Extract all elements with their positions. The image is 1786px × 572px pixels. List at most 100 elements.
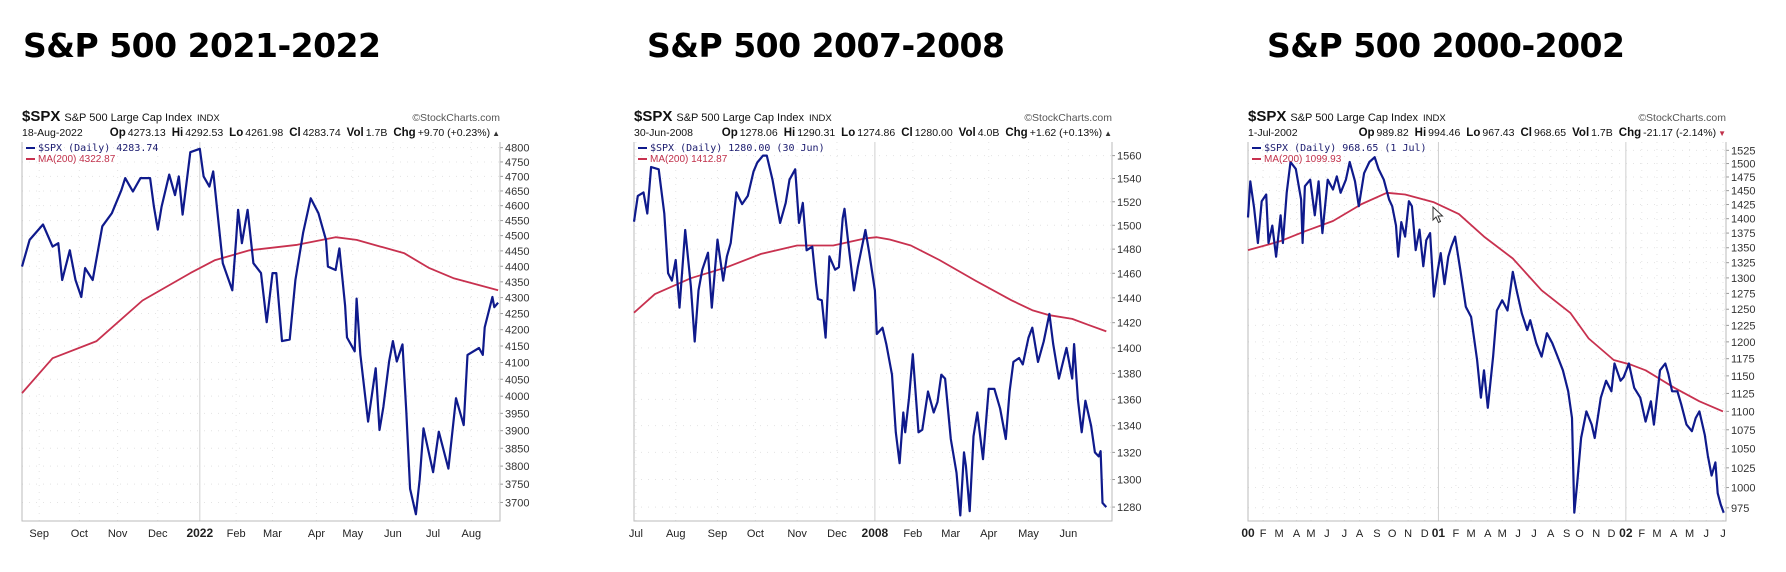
legend-price: $SPX (Daily) 968.65 (1 Jul) [1264, 143, 1427, 154]
y-tick-label: 1460 [1117, 268, 1141, 280]
x-tick-label: O [1388, 528, 1397, 540]
x-tick-label: M [1466, 528, 1475, 540]
price-legend-swatch [638, 147, 647, 149]
y-tick-label: 1475 [1731, 172, 1755, 184]
x-tick-label: Dec [148, 528, 168, 540]
price-line [20, 147, 499, 516]
vol-value: 1.7B [1591, 127, 1613, 139]
price-line [632, 154, 1108, 517]
lo-label: Lo [229, 127, 244, 139]
x-tick-label: A [1670, 528, 1678, 540]
stock-chart-panel-3: $SPX S&P 500 Large Cap Index INDX ©StockCh… [1241, 108, 1755, 548]
copyright-label: ©StockCharts.com [412, 112, 500, 124]
plot-frame [633, 142, 1113, 522]
plot-area [1248, 142, 1726, 521]
exchange-label: INDX [808, 113, 832, 124]
y-tick-label: 1000 [1731, 483, 1755, 495]
y-tick-label: 3750 [505, 479, 529, 491]
y-tick-label: 1480 [1117, 244, 1141, 256]
x-tick-label: May [1018, 528, 1039, 540]
lo-value: 1274.86 [857, 127, 896, 139]
x-tick-label: Aug [666, 528, 686, 540]
y-tick-label: 1225 [1731, 320, 1755, 332]
ticker-symbol: $SPX [1248, 108, 1287, 125]
y-tick-label: 4550 [505, 216, 529, 228]
x-tick-label: D [1607, 528, 1615, 540]
x-tick-label: N [1592, 528, 1600, 540]
hi-value: 1290.31 [797, 127, 836, 139]
x-tick-label: 00 [1241, 526, 1255, 540]
chart-legend: $SPX (Daily) 1280.00 (30 Jun) MA(200) 14… [638, 143, 825, 165]
y-tick-label: 3700 [505, 497, 529, 509]
y-tick-label: 1540 [1117, 174, 1141, 186]
legend-ma: MA(200) 1412.87 [650, 154, 728, 165]
x-tick-label: Nov [108, 528, 128, 540]
chg-value: +1.62 (+0.13%) [1029, 127, 1103, 139]
quote-line: 1-Jul-2002 Op 989.82 Hi 994.46 Lo 967.43 Cl 968… [1248, 127, 1726, 141]
ma-legend-swatch [26, 158, 35, 161]
op-label: Op [1358, 127, 1375, 139]
y-tick-label: 1050 [1731, 444, 1755, 456]
ma-legend-swatch [638, 158, 647, 161]
x-tick-label: Sep [708, 528, 728, 540]
y-tick-label: 1200 [1731, 337, 1755, 349]
mouse-cursor-icon [1432, 206, 1444, 224]
y-tick-label: 1300 [1731, 273, 1755, 285]
op-value: 989.82 [1376, 127, 1409, 139]
plot-area [634, 142, 1112, 521]
chart-title-2007-2008: S&P 500 2007-2008 [647, 26, 1005, 65]
ticker-symbol: $SPX [634, 108, 673, 125]
quote-line: 30-Jun-2008 Op 1278.06 Hi 1290.31 Lo 1274.86 C… [634, 127, 1112, 141]
chart-legend: $SPX (Daily) 968.65 (1 Jul) MA(200) 1099… [1252, 143, 1427, 165]
ma-legend-swatch [1252, 158, 1261, 161]
y-tick-label: 4200 [505, 325, 529, 337]
x-tick-label: Aug [462, 528, 482, 540]
y-tick-label: 4150 [505, 341, 529, 353]
x-tick-label: Mar [941, 528, 960, 540]
y-tick-label: 4450 [505, 246, 529, 258]
op-value: 4273.13 [127, 127, 166, 139]
x-tick-label: F [1453, 528, 1460, 540]
x-tick-label: J [1324, 528, 1330, 540]
chart-title-2000-2002: S&P 500 2000-2002 [1267, 26, 1625, 65]
vol-value: 1.7B [365, 127, 388, 139]
index-name: S&P 500 Large Cap Index [64, 112, 192, 124]
y-tick-label: 1450 [1731, 186, 1755, 198]
change-up-icon: ▲ [492, 129, 500, 138]
price-chart-svg: 1280 1300 1320 1340 1360 1380 1400 1420 1440 1460… [629, 142, 1141, 540]
x-tick-label: Oct [747, 528, 764, 540]
legend-ma: MA(200) 1099.93 [1264, 154, 1342, 165]
hi-value: 994.46 [1428, 127, 1461, 139]
x-tick-label: J [1720, 528, 1726, 540]
x-tick-label: A [1484, 528, 1492, 540]
y-tick-label: 1420 [1117, 318, 1141, 330]
change-down-icon: ▼ [1718, 129, 1726, 138]
vol-value: 4.0B [977, 127, 1000, 139]
x-tick-label: May [342, 528, 363, 540]
x-tick-label: 2022 [186, 526, 213, 540]
x-tick-label: Dec [827, 528, 847, 540]
op-label: Op [721, 127, 738, 139]
x-tick-label: 01 [1432, 526, 1446, 540]
exchange-label: INDX [196, 113, 220, 124]
x-tick-label: A [1293, 528, 1301, 540]
price-legend-swatch [1252, 147, 1261, 149]
y-tick-label: 1500 [1117, 220, 1141, 232]
y-tick-label: 4800 [505, 143, 529, 155]
x-tick-label: S [1563, 528, 1570, 540]
chart-header: $SPX S&P 500 Large Cap Index INDX ©StockCh… [22, 108, 500, 126]
cl-value: 968.65 [1533, 127, 1567, 139]
index-name: S&P 500 Large Cap Index [1290, 112, 1418, 124]
quote-date: 18-Aug-2022 [22, 127, 83, 139]
price-chart-svg: 3700 3750 3800 3850 3900 3950 4000 4050 4100 4150… [20, 142, 529, 540]
plot-area [22, 142, 500, 521]
hi-value: 4292.53 [185, 127, 224, 139]
vol-label: Vol [1572, 127, 1590, 139]
y-tick-label: 3850 [505, 443, 529, 455]
y-tick-label: 1150 [1731, 371, 1755, 383]
x-tick-label: Jun [384, 528, 402, 540]
y-tick-label: 3900 [505, 426, 529, 438]
y-tick-label: 975 [1731, 503, 1749, 515]
x-tick-label: Sep [29, 528, 49, 540]
x-tick-label: J [1531, 528, 1537, 540]
